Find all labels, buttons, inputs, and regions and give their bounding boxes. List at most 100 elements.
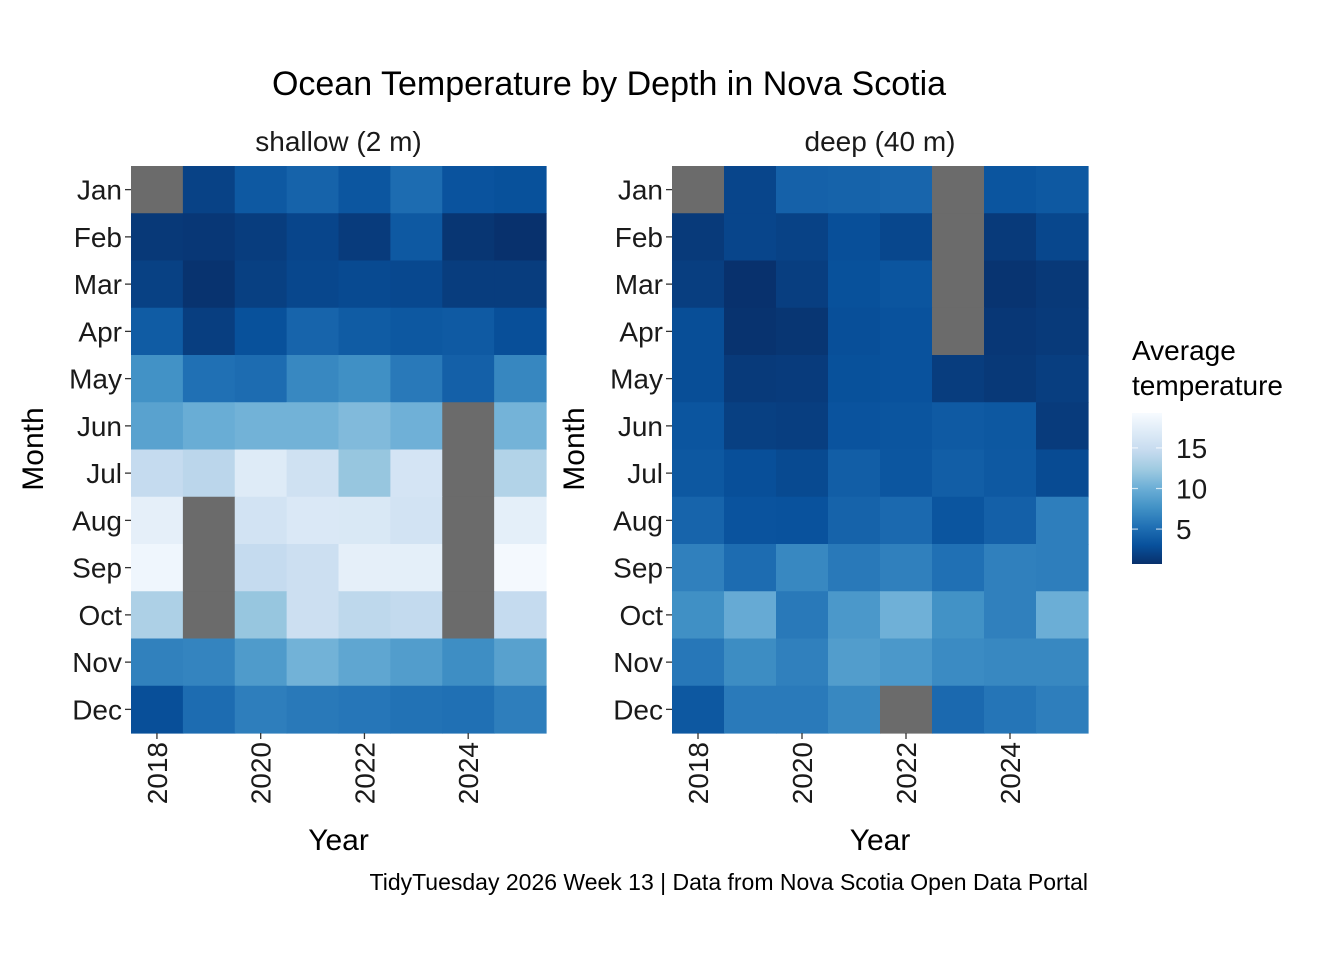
heatmap-cell-shallow-jul-2023 xyxy=(390,449,443,498)
heatmap-cell-shallow-jun-2023 xyxy=(390,402,443,451)
heatmap-cell-deep-feb-2018 xyxy=(672,213,725,262)
y-tick-label: May xyxy=(610,364,663,395)
legend-tick-label: 10 xyxy=(1176,474,1207,505)
heatmap-cell-deep-jul-2023 xyxy=(932,449,985,498)
heatmap-cell-shallow-aug-2018 xyxy=(131,496,184,545)
heatmap-cell-shallow-apr-2018 xyxy=(131,307,184,356)
heatmap-cell-shallow-sep-2022 xyxy=(338,544,391,592)
heatmap-cell-deep-sep-2021 xyxy=(828,544,881,592)
heatmap-cell-deep-jun-2023 xyxy=(932,402,985,451)
heatmap-cell-deep-apr-2022 xyxy=(880,307,933,356)
heatmap-cell-shallow-jun-2020 xyxy=(234,402,288,451)
heatmap-cell-deep-jan-2021 xyxy=(828,166,881,214)
heatmap-cell-deep-aug-2024 xyxy=(984,496,1037,545)
facet-label-deep: deep (40 m) xyxy=(805,126,956,157)
y-axis-deep: Jan Feb Mar Apr May Jun Jul Aug Sep Oct Nov Dec xyxy=(610,175,672,725)
legend-tick-label: 5 xyxy=(1176,514,1192,545)
panel-shallow: shallow (2 m) Jan Feb Mar Apr May Jun Jul Aug Se… xyxy=(17,126,547,857)
y-tick-label: Jan xyxy=(77,175,122,206)
heatmap-cell-deep-apr-2018 xyxy=(672,307,725,356)
heatmap-cell-deep-jul-2019 xyxy=(724,449,777,498)
heatmap-cell-shallow-jan-2022 xyxy=(338,166,391,214)
y-tick-label: Dec xyxy=(72,694,122,725)
y-tick-label: Aug xyxy=(613,505,663,536)
x-tick-label: 2024 xyxy=(995,742,1026,804)
heatmap-cell-shallow-nov-2018 xyxy=(131,638,184,687)
heatmap-cell-deep-aug-2019 xyxy=(724,496,777,545)
heatmap-cell-shallow-sep-2020 xyxy=(234,544,288,592)
heatmap-cell-deep-dec-2019 xyxy=(724,685,777,734)
heatmap-cell-deep-mar-2023 xyxy=(932,260,985,309)
panel-deep: deep (40 m) Jan Feb Mar Apr May Jun Jul Aug Sep O… xyxy=(558,126,1089,857)
heatmap-cell-deep-apr-2021 xyxy=(828,307,881,356)
heatmap-cell-shallow-sep-2023 xyxy=(390,544,443,592)
y-tick-label: Feb xyxy=(615,222,663,253)
x-tick-label: 2020 xyxy=(246,742,277,804)
y-axis-title-shallow: Month xyxy=(17,407,50,490)
heatmap-cell-deep-dec-2025 xyxy=(1036,685,1089,734)
heatmap-cell-deep-sep-2020 xyxy=(776,544,829,592)
heatmap-cell-deep-may-2023 xyxy=(932,355,985,403)
x-axis-shallow: 2018 2020 2022 2024 xyxy=(142,733,484,804)
heatmap-cell-deep-nov-2023 xyxy=(932,638,985,687)
heatmap-cell-deep-sep-2023 xyxy=(932,544,985,592)
heatmap-cell-deep-aug-2021 xyxy=(828,496,881,545)
heatmap-cell-deep-feb-2021 xyxy=(828,213,881,262)
heatmap-cell-deep-dec-2023 xyxy=(932,685,985,734)
x-axis-deep: 2018 2020 2022 2024 xyxy=(683,733,1026,804)
heatmap-cell-shallow-apr-2021 xyxy=(286,307,340,356)
heatmap-cell-shallow-mar-2018 xyxy=(131,260,184,309)
heatmap-cell-shallow-dec-2025 xyxy=(494,685,547,734)
heatmap-cell-shallow-may-2018 xyxy=(131,355,184,403)
heatmap-cell-deep-jul-2022 xyxy=(880,449,933,498)
heatmap-cell-deep-mar-2020 xyxy=(776,260,829,309)
heatmap-cell-shallow-dec-2018 xyxy=(131,685,184,734)
heatmap-cell-shallow-jul-2025 xyxy=(494,449,547,498)
heatmap-cell-shallow-jun-2019 xyxy=(182,402,236,451)
heatmap-cell-shallow-oct-2023 xyxy=(390,591,443,640)
heatmap-cell-deep-dec-2020 xyxy=(776,685,829,734)
heatmap-cell-shallow-feb-2025 xyxy=(494,213,547,262)
heatmap-cell-shallow-jul-2019 xyxy=(182,449,236,498)
heatmap-cell-deep-jun-2021 xyxy=(828,402,881,451)
heatmap-cell-shallow-feb-2024 xyxy=(442,213,495,262)
heatmap-cell-deep-jun-2025 xyxy=(1036,402,1089,451)
heatmap-cell-shallow-oct-2018 xyxy=(131,591,184,640)
heatmap-cell-shallow-oct-2025 xyxy=(494,591,547,640)
heatmap-cell-shallow-sep-2025 xyxy=(494,544,547,592)
heatmap-cell-shallow-jul-2022 xyxy=(338,449,391,498)
heatmap-cell-shallow-aug-2020 xyxy=(234,496,288,545)
heatmap-cell-deep-oct-2020 xyxy=(776,591,829,640)
heatmap-cell-shallow-sep-2019 xyxy=(182,544,236,592)
x-tick-label: 2018 xyxy=(683,742,714,804)
heatmap-cell-deep-aug-2023 xyxy=(932,496,985,545)
heatmap-cell-shallow-feb-2019 xyxy=(182,213,236,262)
y-tick-label: Nov xyxy=(613,647,663,678)
y-tick-label: Apr xyxy=(78,316,122,347)
y-tick-label: Nov xyxy=(72,647,122,678)
heatmap-cell-shallow-jan-2020 xyxy=(234,166,288,214)
y-tick-label: Oct xyxy=(78,600,122,631)
heatmap-cell-deep-feb-2019 xyxy=(724,213,777,262)
heatmap-cell-deep-jul-2018 xyxy=(672,449,725,498)
heatmap-cell-deep-jan-2022 xyxy=(880,166,933,214)
heatmap-cell-shallow-jul-2020 xyxy=(234,449,288,498)
heatmap-cell-shallow-may-2020 xyxy=(234,355,288,403)
heatmap-cell-deep-jan-2019 xyxy=(724,166,777,214)
heatmap-cell-shallow-jul-2018 xyxy=(131,449,184,498)
heatmap-cell-deep-feb-2023 xyxy=(932,213,985,262)
heatmap-cell-deep-oct-2019 xyxy=(724,591,777,640)
heatmap-cell-shallow-feb-2018 xyxy=(131,213,184,262)
heatmap-cell-shallow-aug-2024 xyxy=(442,496,495,545)
heatmap-cell-deep-jul-2024 xyxy=(984,449,1037,498)
x-tick-label: 2020 xyxy=(787,742,818,804)
heatmap-cell-deep-apr-2019 xyxy=(724,307,777,356)
heatmap-cell-shallow-jun-2018 xyxy=(131,402,184,451)
heatmap-cell-shallow-jan-2019 xyxy=(182,166,236,214)
heatmap-cell-shallow-mar-2021 xyxy=(286,260,340,309)
x-tick-label: 2022 xyxy=(891,742,922,804)
y-tick-label: Sep xyxy=(613,553,663,584)
y-tick-label: May xyxy=(69,364,122,395)
heatmap-cell-shallow-mar-2024 xyxy=(442,260,495,309)
heatmap-cell-deep-jun-2020 xyxy=(776,402,829,451)
